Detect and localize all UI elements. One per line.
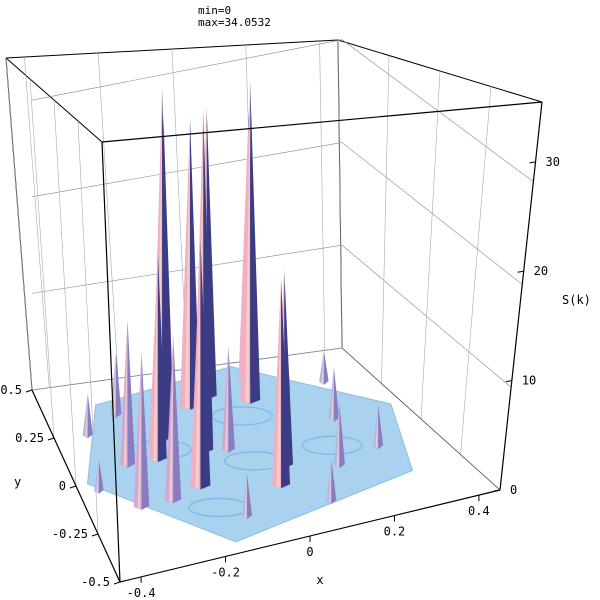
gridline-right-y	[460, 86, 492, 455]
z-tick-label: 10	[522, 374, 536, 388]
x-tick-label: -0.4	[127, 586, 156, 600]
z-axis-label: S(k)	[562, 293, 591, 307]
x-tick-label: -0.2	[211, 565, 240, 579]
y-tick-mark	[69, 485, 77, 489]
z-tick-label: 30	[546, 155, 560, 169]
y-tick-label: -0.25	[52, 527, 88, 541]
x-tick-label: 0	[306, 545, 313, 559]
z-tick-mark	[529, 161, 536, 164]
surface-peak	[326, 458, 337, 504]
y-tick-mark	[113, 581, 121, 585]
surface-peak	[319, 350, 329, 385]
y-tick-label: -0.5	[81, 575, 110, 589]
surface-peak	[328, 366, 340, 422]
plot-box-back	[5, 39, 543, 391]
box-edge-front-top	[101, 101, 543, 143]
min-annotation: min=0	[198, 4, 232, 17]
z-tick-mark	[505, 380, 512, 383]
surface-peak	[221, 345, 235, 453]
gridline-left-y	[5, 57, 33, 391]
gridline-left-y	[29, 78, 55, 439]
y-tick-mark	[91, 533, 99, 537]
surface-peak	[148, 252, 167, 463]
surface-peak	[242, 474, 253, 520]
surface	[82, 81, 414, 543]
y-tick-label: 0.5	[0, 383, 22, 397]
surface-ripple	[301, 435, 363, 456]
y-tick-mark	[47, 437, 55, 441]
x-tick-label: 0.2	[384, 525, 406, 539]
surface-peak	[120, 319, 136, 468]
surface-peak	[133, 351, 150, 510]
y-tick-label: 0	[59, 479, 66, 493]
surface-peak	[333, 402, 345, 469]
gridline-left-y	[53, 99, 77, 487]
box-edge-front-right	[499, 101, 543, 491]
surface-peak	[110, 352, 122, 418]
y-axis-label: y	[14, 475, 21, 489]
gridline-back-x	[97, 52, 119, 379]
x-tick-label: 0.4	[468, 504, 490, 518]
x-axis-label: x	[316, 573, 323, 587]
z-tick-label: 0	[510, 483, 517, 497]
surface-peak	[240, 81, 261, 404]
box-edge-front-left	[101, 141, 121, 583]
surface-peak	[190, 238, 211, 490]
surface-peak	[82, 393, 93, 439]
surface-peak	[373, 404, 384, 450]
gridline-right-y	[337, 39, 343, 349]
y-tick-label: 0.25	[15, 431, 44, 445]
box-edge-floor-right	[341, 347, 501, 491]
z-tick-label: 20	[534, 264, 548, 278]
ticks: -0.4 -0.2 0 0.2 0.4 -0.5 -0.25 0 0.25 0.5 0 10 20 30	[0, 155, 560, 600]
max-annotation: max=34.0532	[198, 16, 271, 29]
gridline-back-z	[31, 142, 343, 198]
gridline-right-y	[420, 70, 441, 420]
surface-peak	[272, 278, 291, 489]
z-tick-mark	[493, 489, 501, 492]
surface-peak	[94, 459, 104, 494]
gridline-right-y	[381, 55, 390, 384]
z-tick-mark	[517, 270, 524, 273]
y-tick-mark	[25, 389, 33, 393]
gridline-back-x	[24, 56, 50, 388]
gridline-back-z	[31, 39, 343, 101]
gridline-back-x	[319, 40, 326, 351]
surface-peak	[165, 334, 182, 504]
surface-ripple	[211, 406, 273, 426]
